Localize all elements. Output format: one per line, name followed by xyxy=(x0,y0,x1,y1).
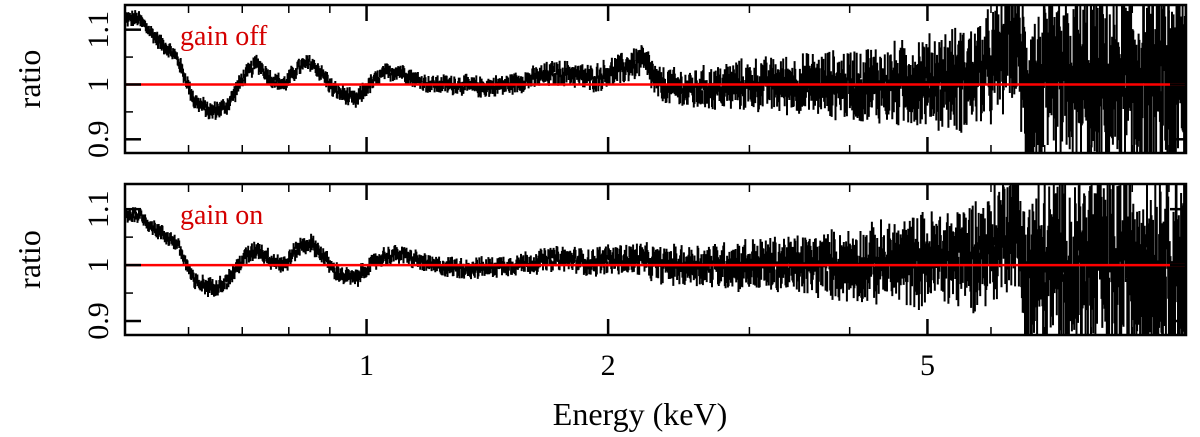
panel-annotation: gain on xyxy=(180,200,263,231)
y-tick-label: 0.9 xyxy=(82,121,115,159)
panel-annotation: gain off xyxy=(180,21,268,52)
data-series xyxy=(125,184,1186,335)
x-tick-label: 1 xyxy=(359,349,374,382)
data-points xyxy=(125,184,1186,335)
y-axis-title: ratio xyxy=(11,230,47,289)
y-tick-label: 1.1 xyxy=(82,11,115,49)
panel-frame xyxy=(123,182,1188,337)
x-axis: 1 2 5 xyxy=(359,349,935,382)
x-axis-title: Energy (keV) xyxy=(553,396,727,432)
y-tick-label: 0.9 xyxy=(82,302,115,340)
panel-gain-on: 0.9 1 1.1 ratio gain on xyxy=(11,182,1188,340)
x-tick-label: 2 xyxy=(601,349,616,382)
y-axis-title: ratio xyxy=(11,50,47,109)
x-tick-label: 5 xyxy=(920,349,935,382)
data-points xyxy=(125,5,1186,153)
y-tick-label: 1 xyxy=(82,258,115,273)
panel-frame xyxy=(123,3,1188,155)
y-tick-label: 1.1 xyxy=(82,190,115,228)
y-tick-label: 1 xyxy=(82,77,115,92)
data-series xyxy=(125,5,1186,153)
panel-gain-off: 0.9 1 1.1 ratio gain off xyxy=(11,3,1188,159)
